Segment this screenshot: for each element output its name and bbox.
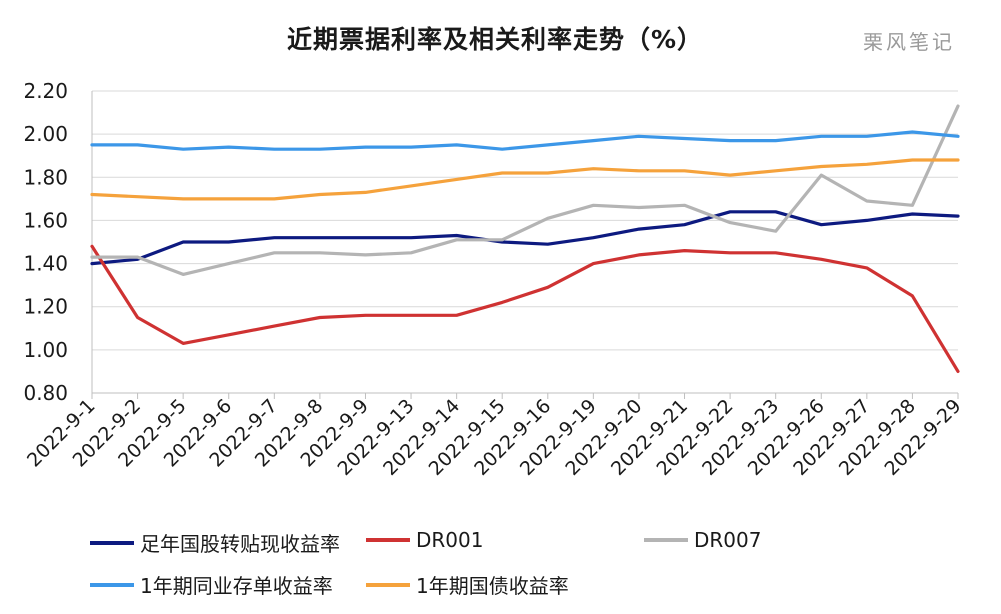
legend-item: 1年期同业存单收益率 [90, 570, 333, 599]
legend-swatch [366, 538, 410, 542]
legend-swatch [366, 582, 410, 587]
legend-label: 1年期国债收益率 [416, 574, 569, 598]
series-line-4 [90, 130, 960, 151]
legend-swatch [90, 540, 134, 545]
y-tick-label: 0.80 [23, 381, 68, 405]
y-tick-label: 1.20 [23, 295, 68, 319]
y-tick-label: 2.00 [23, 122, 68, 146]
legend-label: DR001 [416, 528, 484, 552]
legend-item: DR001 [366, 528, 483, 552]
legend-item: 1年期国债收益率 [366, 570, 569, 599]
y-tick-label: 1.40 [23, 252, 68, 276]
y-tick-label: 1.00 [23, 338, 68, 362]
series-line-3 [90, 104, 960, 276]
y-tick-label: 1.60 [23, 208, 68, 232]
series-line-2 [90, 244, 960, 373]
legend-item: DR007 [644, 528, 761, 552]
series-line-5 [90, 158, 960, 201]
legend-label: 1年期同业存单收益率 [140, 574, 333, 598]
y-tick-label: 1.80 [23, 165, 68, 189]
watermark: 栗风笔记 [863, 30, 955, 54]
legend-item: 足年国股转贴现收益率 [90, 528, 340, 557]
legend-label: 足年国股转贴现收益率 [140, 532, 340, 556]
legend-swatch [644, 538, 688, 542]
legend-swatch [90, 582, 134, 587]
legend-label: DR007 [694, 528, 762, 552]
series-line-1 [90, 210, 960, 266]
y-tick-label: 2.20 [23, 79, 68, 103]
chart-title: 近期票据利率及相关利率走势（%） [286, 25, 704, 54]
